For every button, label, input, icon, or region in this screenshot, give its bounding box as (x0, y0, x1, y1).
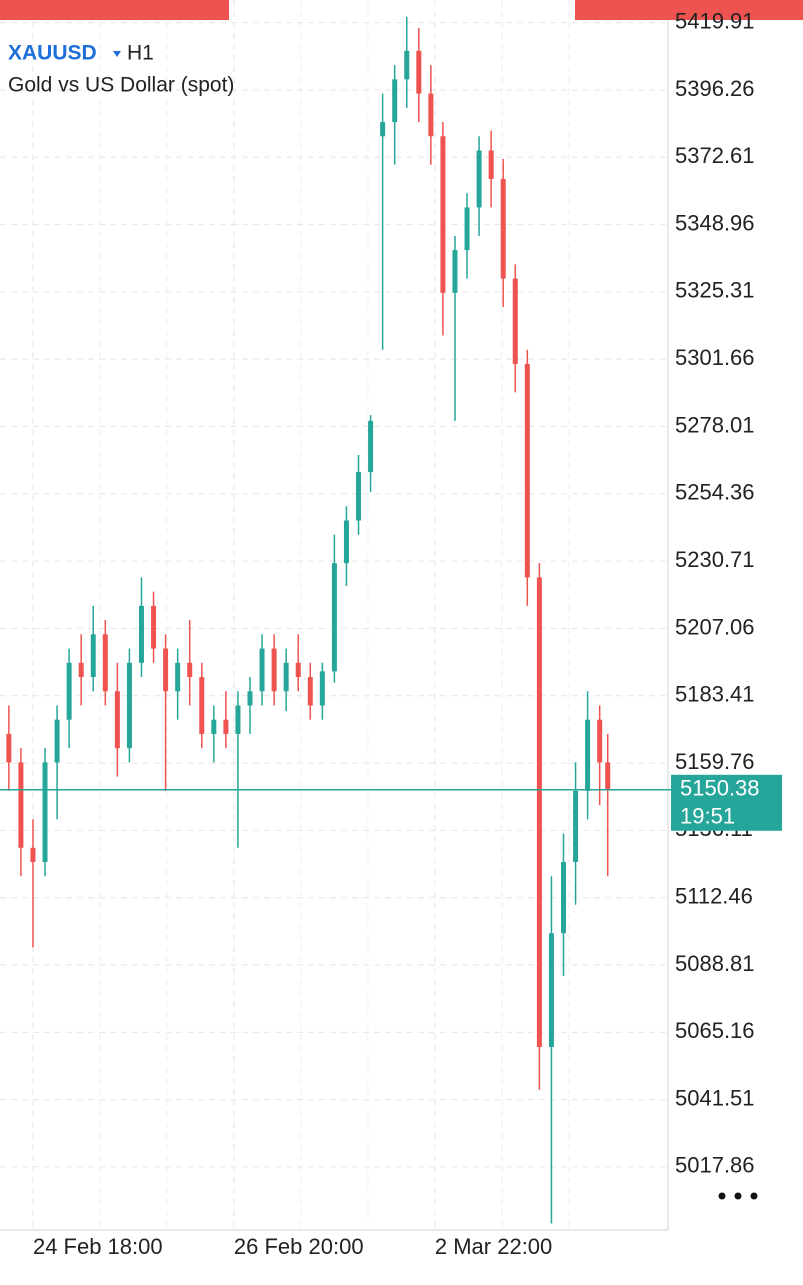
candle-body (114, 691, 120, 749)
candle-body (560, 862, 566, 934)
candle-body (452, 250, 458, 293)
candle-body (416, 50, 422, 94)
y-tick-label: 5017.86 (675, 1153, 755, 1178)
candle-body (500, 178, 506, 279)
y-tick-label: 5230.71 (675, 547, 755, 572)
candle-body (319, 671, 325, 706)
x-tick-label: 26 Feb 20:00 (234, 1234, 364, 1259)
top-bar-left (0, 0, 229, 20)
candle-body (6, 733, 12, 763)
y-tick-label: 5278.01 (675, 412, 755, 437)
y-tick-label: 5301.66 (675, 345, 755, 370)
candle-body (187, 662, 193, 678)
candle-body (175, 662, 181, 692)
y-tick-label: 5207.06 (675, 614, 755, 639)
candle-body (271, 648, 277, 692)
candle-body (247, 691, 253, 706)
y-tick-label: 5372.61 (675, 143, 755, 168)
more-menu[interactable] (718, 1192, 758, 1200)
timeframe[interactable]: H1 (127, 42, 154, 65)
last-price-tag (671, 774, 782, 831)
candle-body (30, 847, 36, 863)
candle-body (488, 150, 494, 179)
candle-body (331, 563, 337, 672)
y-tick-label: 5396.26 (675, 76, 755, 101)
candle-body (605, 762, 611, 790)
candle-body (66, 662, 72, 720)
candle-body (78, 662, 84, 678)
candle-body (476, 150, 482, 208)
candle-body (126, 662, 132, 749)
candle-body (585, 719, 591, 791)
last-price-label: 5150.38 (680, 776, 760, 801)
y-tick-label: 5041.51 (675, 1085, 755, 1110)
candle-body (524, 363, 530, 578)
symbol-dropdown[interactable] (113, 51, 121, 57)
candle-body (343, 520, 349, 564)
y-tick-label: 5419.91 (675, 8, 755, 33)
top-bar-right (575, 0, 803, 20)
candle-body (512, 278, 518, 364)
candle-body (211, 719, 217, 734)
candle-body (597, 719, 603, 763)
candle-body (295, 662, 301, 678)
candle-body (54, 719, 60, 763)
candle-body (151, 605, 157, 649)
y-tick-label: 5112.46 (675, 884, 753, 909)
candle-body (163, 648, 169, 692)
candle-body (259, 648, 265, 692)
candle-body (42, 762, 48, 863)
y-tick-label: 5254.36 (675, 480, 755, 505)
countdown: 19:51 (680, 804, 735, 829)
y-tick-label: 5159.76 (675, 749, 755, 774)
candle-body (223, 719, 229, 734)
candle-body (404, 50, 410, 80)
candle-body (428, 93, 434, 137)
candle-body (536, 577, 542, 1047)
candle-body (440, 136, 446, 293)
y-tick-label: 5325.31 (675, 278, 755, 303)
candle-body (138, 605, 144, 663)
y-tick-label: 5348.96 (675, 210, 755, 235)
y-tick-label: 5065.16 (675, 1018, 755, 1043)
candle-body (102, 634, 108, 692)
y-tick-label: 5088.81 (675, 951, 755, 976)
subtitle: Gold vs US Dollar (spot) (8, 74, 234, 97)
candle-body (356, 472, 362, 521)
candle-body (307, 677, 313, 706)
candle-body (573, 790, 579, 863)
candle-body (235, 705, 241, 734)
candle-body (548, 933, 554, 1047)
y-tick-label: 5183.41 (675, 682, 755, 707)
candle-body (392, 79, 398, 123)
candle-body (283, 662, 289, 692)
candle-body (199, 677, 205, 734)
candle-body (90, 634, 96, 678)
candle-body (18, 762, 24, 848)
symbol[interactable]: XAUUSD (8, 42, 97, 65)
candle-body (464, 207, 470, 251)
candle-body (380, 122, 386, 137)
x-tick-label: 2 Mar 22:00 (435, 1234, 552, 1259)
candle-body (368, 420, 374, 473)
x-tick-label: 24 Feb 18:00 (33, 1234, 163, 1259)
